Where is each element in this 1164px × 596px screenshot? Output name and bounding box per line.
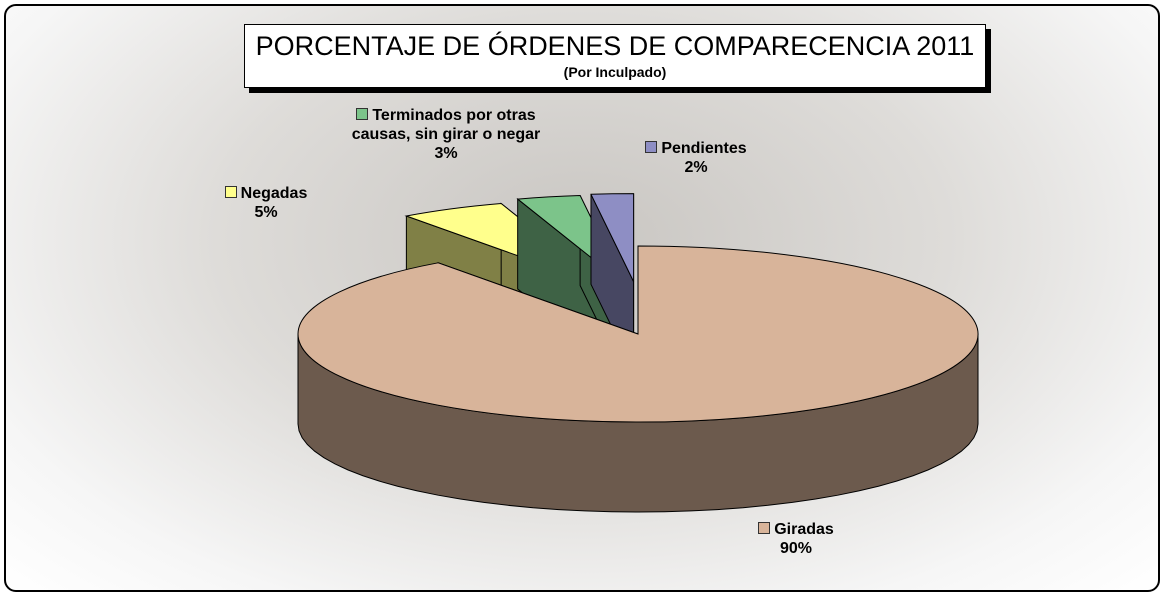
pie-slice [298, 246, 978, 512]
category-label: Pendientes [661, 140, 746, 157]
legend-swatch [356, 108, 368, 120]
legend-swatch [758, 522, 770, 534]
data-label: Negadas 5% [196, 184, 336, 222]
data-label: Terminados por otras causas, sin girar o… [326, 106, 566, 163]
title-box: PORCENTAJE DE ÓRDENES DE COMPARECENCIA 2… [244, 24, 986, 88]
category-label: Giradas [774, 521, 834, 538]
value-label: 2% [684, 159, 707, 176]
chart-title: PORCENTAJE DE ÓRDENES DE COMPARECENCIA 2… [245, 31, 985, 62]
chart-subtitle: (Por Inculpado) [245, 64, 985, 80]
category-label: Terminados por otras causas, sin girar o… [352, 107, 541, 143]
data-label: Giradas 90% [716, 520, 876, 558]
legend-swatch [645, 141, 657, 153]
value-label: 3% [434, 145, 457, 162]
value-label: 5% [254, 204, 277, 221]
category-label: Negadas [241, 185, 308, 202]
value-label: 90% [780, 540, 812, 557]
legend-swatch [225, 186, 237, 198]
chart-frame: PORCENTAJE DE ÓRDENES DE COMPARECENCIA 2… [4, 4, 1160, 592]
chart [6, 6, 1158, 590]
slice-top [298, 246, 978, 422]
data-label: Pendientes 2% [596, 139, 796, 177]
